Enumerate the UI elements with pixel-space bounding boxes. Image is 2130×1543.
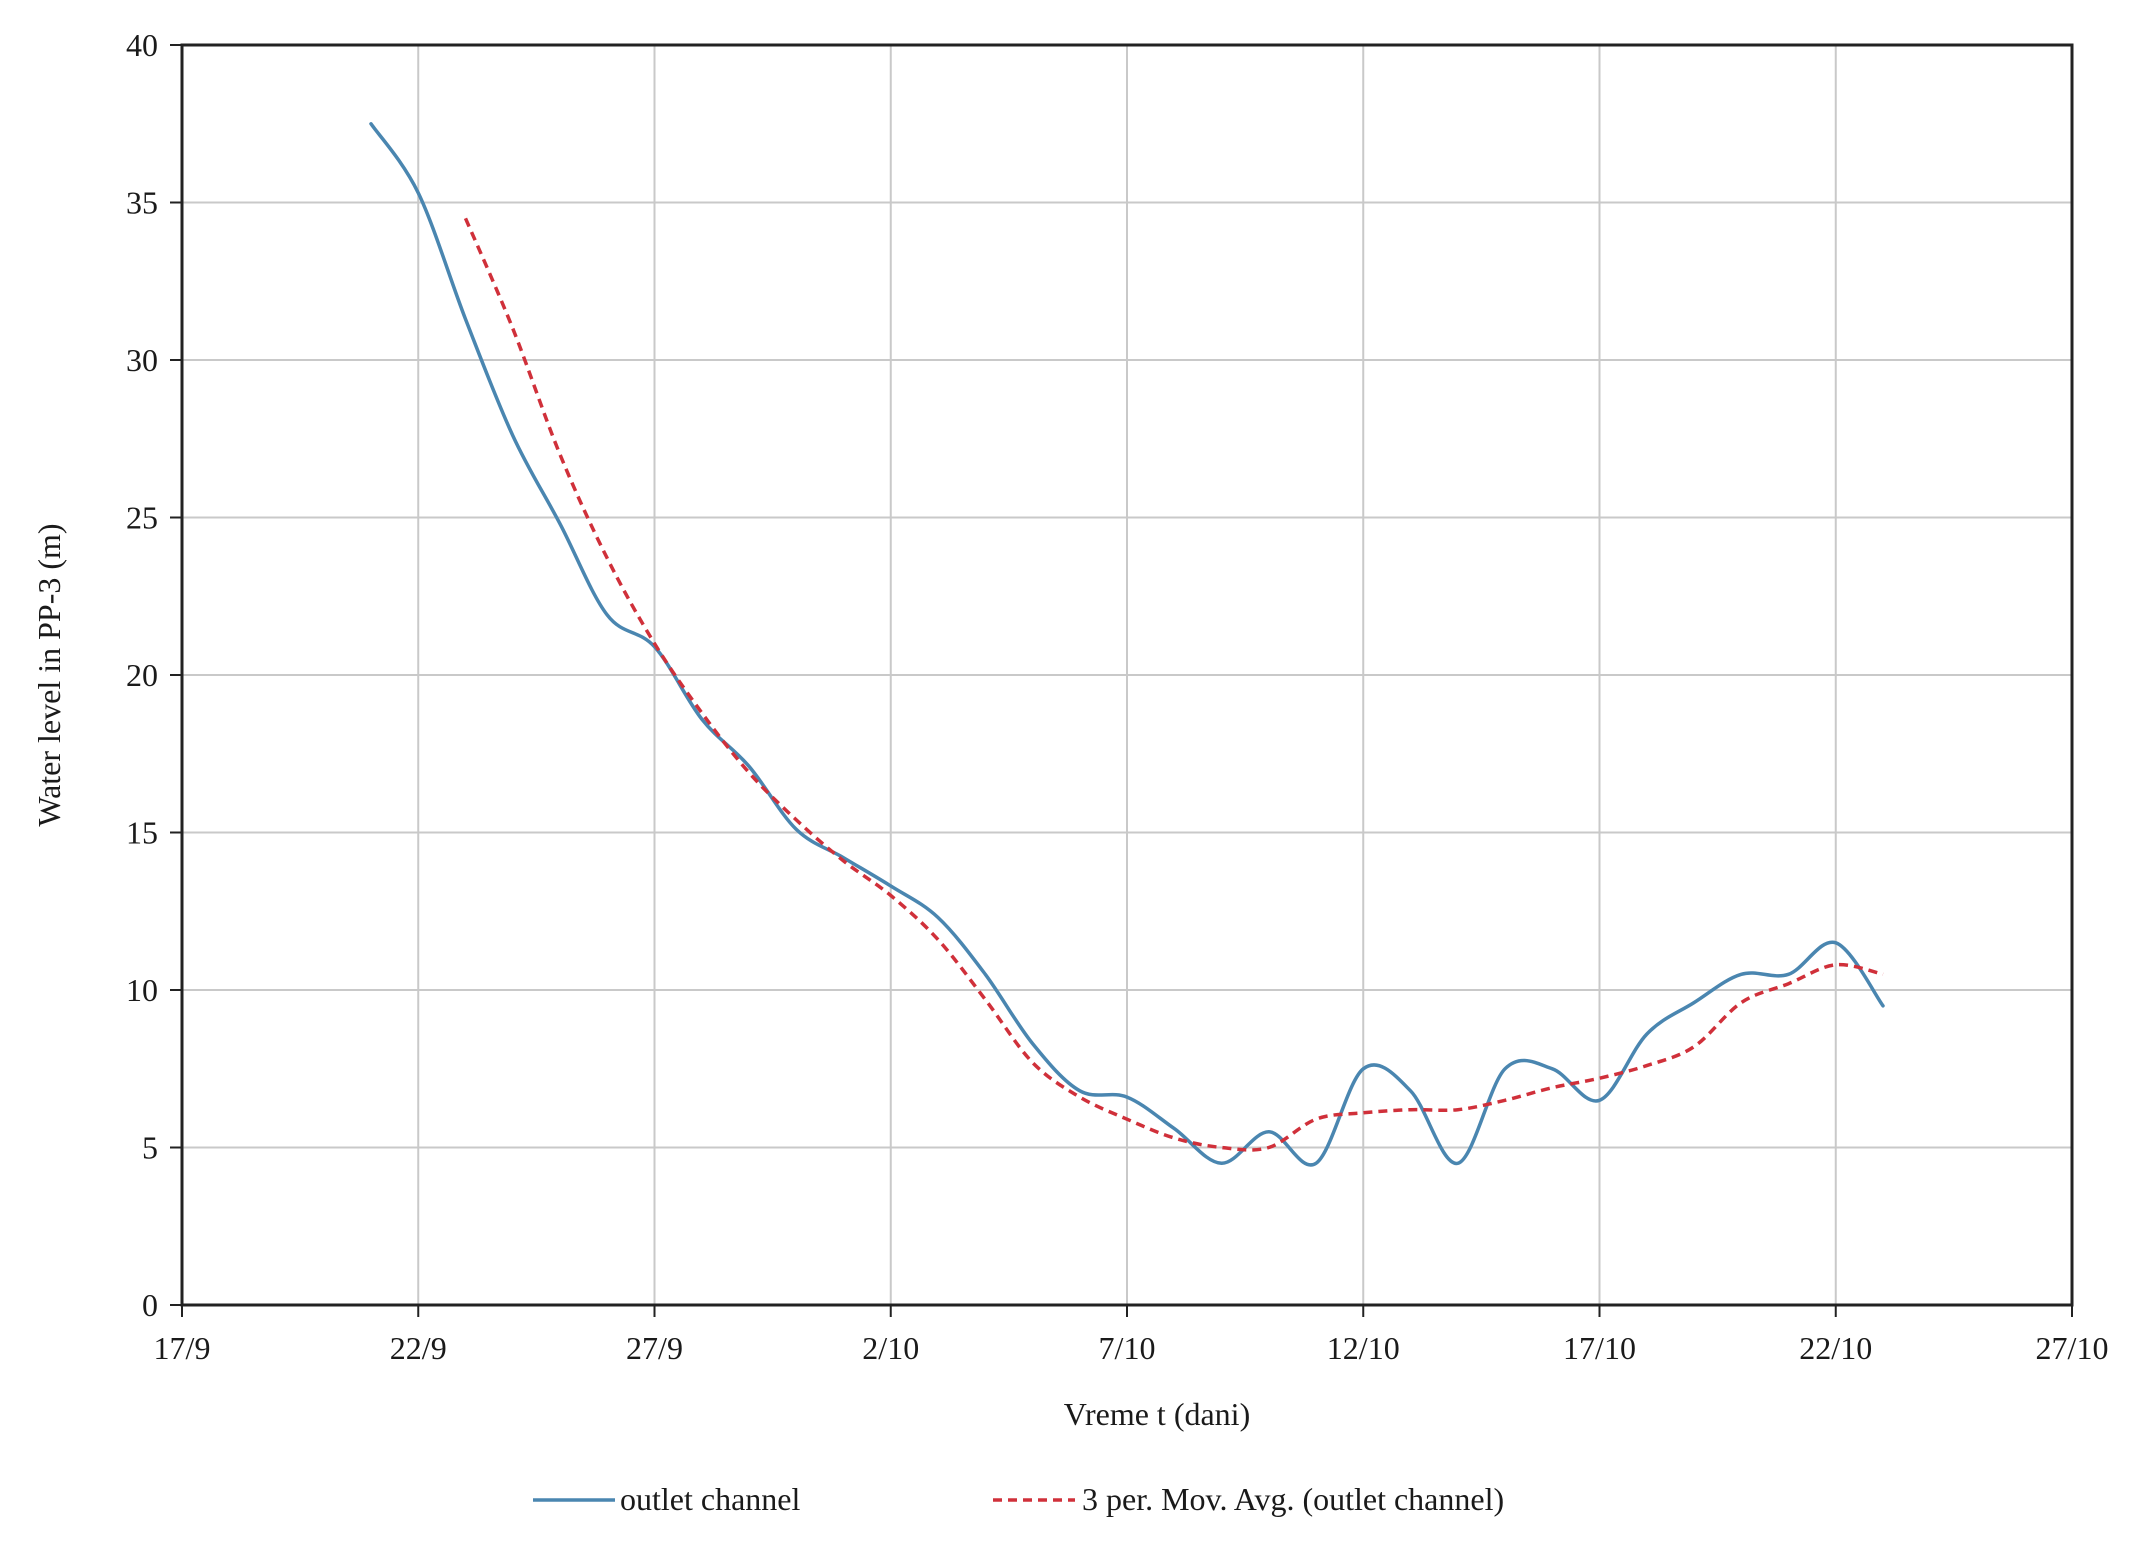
series-line-moving-average (463, 217, 1884, 1152)
legend: outlet channel 3 per. Mov. Avg. (outlet … (533, 1481, 1504, 1517)
x-tick-label: 27/9 (626, 1330, 683, 1366)
legend-label-moving-average: 3 per. Mov. Avg. (outlet channel) (1082, 1481, 1504, 1517)
x-axis-title: Vreme t (dani) (1064, 1396, 1250, 1432)
y-tick-label: 35 (126, 185, 158, 221)
y-axis-title: Water level in PP-3 (m) (31, 523, 67, 826)
legend-label-outlet-channel: outlet channel (620, 1481, 800, 1517)
y-tick-label: 10 (126, 972, 158, 1008)
x-tick-label: 17/9 (154, 1330, 211, 1366)
x-tick-label: 22/10 (1799, 1330, 1872, 1366)
y-tick-labels: 0 5 10 15 20 25 30 35 40 (126, 27, 182, 1323)
y-tick-label: 5 (142, 1130, 158, 1166)
y-tick-label: 30 (126, 342, 158, 378)
grid (181, 44, 2073, 1306)
y-tick-label: 0 (142, 1287, 158, 1323)
y-tick-label: 40 (126, 27, 158, 63)
x-tick-label: 27/10 (2036, 1330, 2109, 1366)
x-tick-label: 7/10 (1099, 1330, 1156, 1366)
x-tick-label: 12/10 (1327, 1330, 1400, 1366)
x-tick-labels: 17/9 22/9 27/9 2/10 7/10 12/10 17/10 22/10 27/10 (154, 1305, 2109, 1366)
series-line-outlet-channel (369, 122, 1885, 1167)
series-group (369, 122, 1885, 1167)
x-tick-label: 22/9 (390, 1330, 447, 1366)
y-tick-label: 20 (126, 657, 158, 693)
x-tick-label: 2/10 (862, 1330, 919, 1366)
y-tick-label: 15 (126, 815, 158, 851)
x-tick-label: 17/10 (1563, 1330, 1636, 1366)
y-tick-label: 25 (126, 500, 158, 536)
